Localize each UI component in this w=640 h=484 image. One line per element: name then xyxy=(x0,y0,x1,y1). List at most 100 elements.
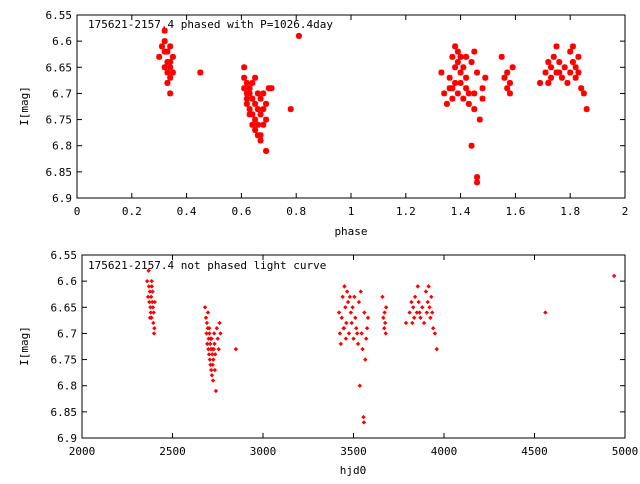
phased-data-point xyxy=(575,69,582,76)
phased-data-point xyxy=(252,100,259,107)
unphased-data-point xyxy=(209,367,214,373)
unphased-data-point xyxy=(543,310,548,315)
unphased-x-tick-label: 3000 xyxy=(250,445,277,458)
unphased-x-tick-label: 4500 xyxy=(521,445,548,458)
unphased-data-point xyxy=(343,305,348,310)
unphased-x-tick-label: 4000 xyxy=(431,445,458,458)
unphased-x-axis-label: hjd0 xyxy=(340,464,367,477)
phased-data-point xyxy=(260,106,267,113)
phased-data-point xyxy=(438,69,445,76)
unphased-data-point xyxy=(146,284,152,289)
phased-data-point xyxy=(161,27,168,34)
unphased-data-point xyxy=(414,310,420,315)
unphased-data-point xyxy=(207,326,212,331)
unphased-data-point xyxy=(150,305,156,310)
unphased-data-point xyxy=(416,299,421,305)
phased-x-tick-label: 1.4 xyxy=(451,205,471,218)
phased-data-point xyxy=(243,79,250,86)
unphased-data-point xyxy=(210,352,215,357)
unphased-data-point xyxy=(152,299,157,305)
unphased-data-point xyxy=(412,294,418,300)
unphased-data-point xyxy=(353,315,358,320)
unphased-data-point xyxy=(338,341,344,347)
unphased-data-point xyxy=(427,305,432,310)
phased-x-tick-label: 1.6 xyxy=(505,205,525,218)
phased-y-tick-label: 6.9 xyxy=(52,192,72,205)
phased-y-axis-label: I[mag] xyxy=(18,86,31,126)
phased-data-point xyxy=(252,116,259,123)
unphased-data-point xyxy=(347,294,353,300)
phased-data-point xyxy=(569,59,576,66)
unphased-data-point xyxy=(417,310,422,315)
unphased-data-point xyxy=(362,310,367,315)
phased-data-point xyxy=(580,90,587,97)
unphased-data-point xyxy=(218,331,223,336)
phased-data-point xyxy=(249,121,256,128)
phased-data-point xyxy=(441,90,448,97)
phased-data-point xyxy=(471,90,478,97)
phased-data-point xyxy=(479,95,486,102)
phased-data-point xyxy=(252,74,259,81)
unphased-data-point xyxy=(209,373,215,378)
unphased-x-tick-label: 5000 xyxy=(612,445,639,458)
unphased-data-point xyxy=(205,310,211,315)
phased-data-point xyxy=(449,53,456,60)
phased-data-point xyxy=(243,95,250,102)
phased-data-point xyxy=(572,64,579,71)
phased-data-point xyxy=(545,79,552,86)
unphased-y-tick-label: 6.75 xyxy=(51,354,78,367)
phased-data-point xyxy=(474,69,481,76)
phased-x-tick-label: 0 xyxy=(74,205,81,218)
phased-x-tick-label: 1 xyxy=(348,205,355,218)
unphased-data-point xyxy=(355,341,361,347)
phased-data-point xyxy=(463,85,470,92)
phased-y-tick-label: 6.55 xyxy=(46,9,73,22)
unphased-data-point xyxy=(151,310,156,315)
unphased-data-point xyxy=(146,268,151,273)
unphased-data-point xyxy=(430,310,435,315)
phased-data-point xyxy=(468,59,475,66)
unphased-data-point xyxy=(204,331,209,336)
phased-data-point xyxy=(471,48,478,55)
phased-data-point xyxy=(567,48,574,55)
phased-data-point xyxy=(241,64,248,71)
unphased-data-point xyxy=(150,289,155,294)
phased-data-point xyxy=(460,95,467,102)
unphased-data-point xyxy=(357,383,363,388)
unphased-data-point xyxy=(420,305,425,310)
phased-plot-title: 175621-2157.4 phased with P=1026.4day xyxy=(88,18,333,31)
phased-x-axis-label: phase xyxy=(334,225,367,238)
phased-data-point xyxy=(553,43,560,50)
phased-data-point xyxy=(241,85,248,92)
unphased-data-point xyxy=(215,336,220,341)
phased-data-point xyxy=(465,100,472,107)
phased-data-point xyxy=(263,116,270,123)
unphased-data-point xyxy=(380,294,385,300)
unphased-y-tick-label: 6.6 xyxy=(57,275,77,288)
unphased-data-point xyxy=(209,346,215,352)
phased-data-point xyxy=(569,43,576,50)
phased-data-point xyxy=(254,132,261,139)
phased-data-point xyxy=(167,90,174,97)
unphased-data-point xyxy=(382,320,388,326)
unphased-data-point xyxy=(611,273,617,279)
phased-y-tick-label: 6.75 xyxy=(46,114,73,127)
phased-data-point xyxy=(561,64,568,71)
unphased-plot-title: 175621-2157.4 not phased light curve xyxy=(88,259,326,272)
unphased-data-point xyxy=(208,336,213,341)
phased-data-point xyxy=(243,100,250,107)
phased-data-point xyxy=(249,95,256,102)
unphased-data-point xyxy=(410,320,415,326)
phased-data-point xyxy=(260,121,267,128)
unphased-data-point xyxy=(363,336,369,341)
unphased-y-tick-label: 6.55 xyxy=(51,249,78,262)
unphased-data-point xyxy=(354,331,360,336)
phased-data-point xyxy=(537,79,544,86)
phased-data-point xyxy=(583,106,590,113)
phased-data-point xyxy=(454,59,461,66)
phased-data-point xyxy=(476,116,483,123)
unphased-data-point xyxy=(425,299,430,305)
unphased-y-tick-label: 6.7 xyxy=(57,327,77,340)
phased-data-point xyxy=(506,79,513,86)
unphased-data-point xyxy=(365,315,371,320)
